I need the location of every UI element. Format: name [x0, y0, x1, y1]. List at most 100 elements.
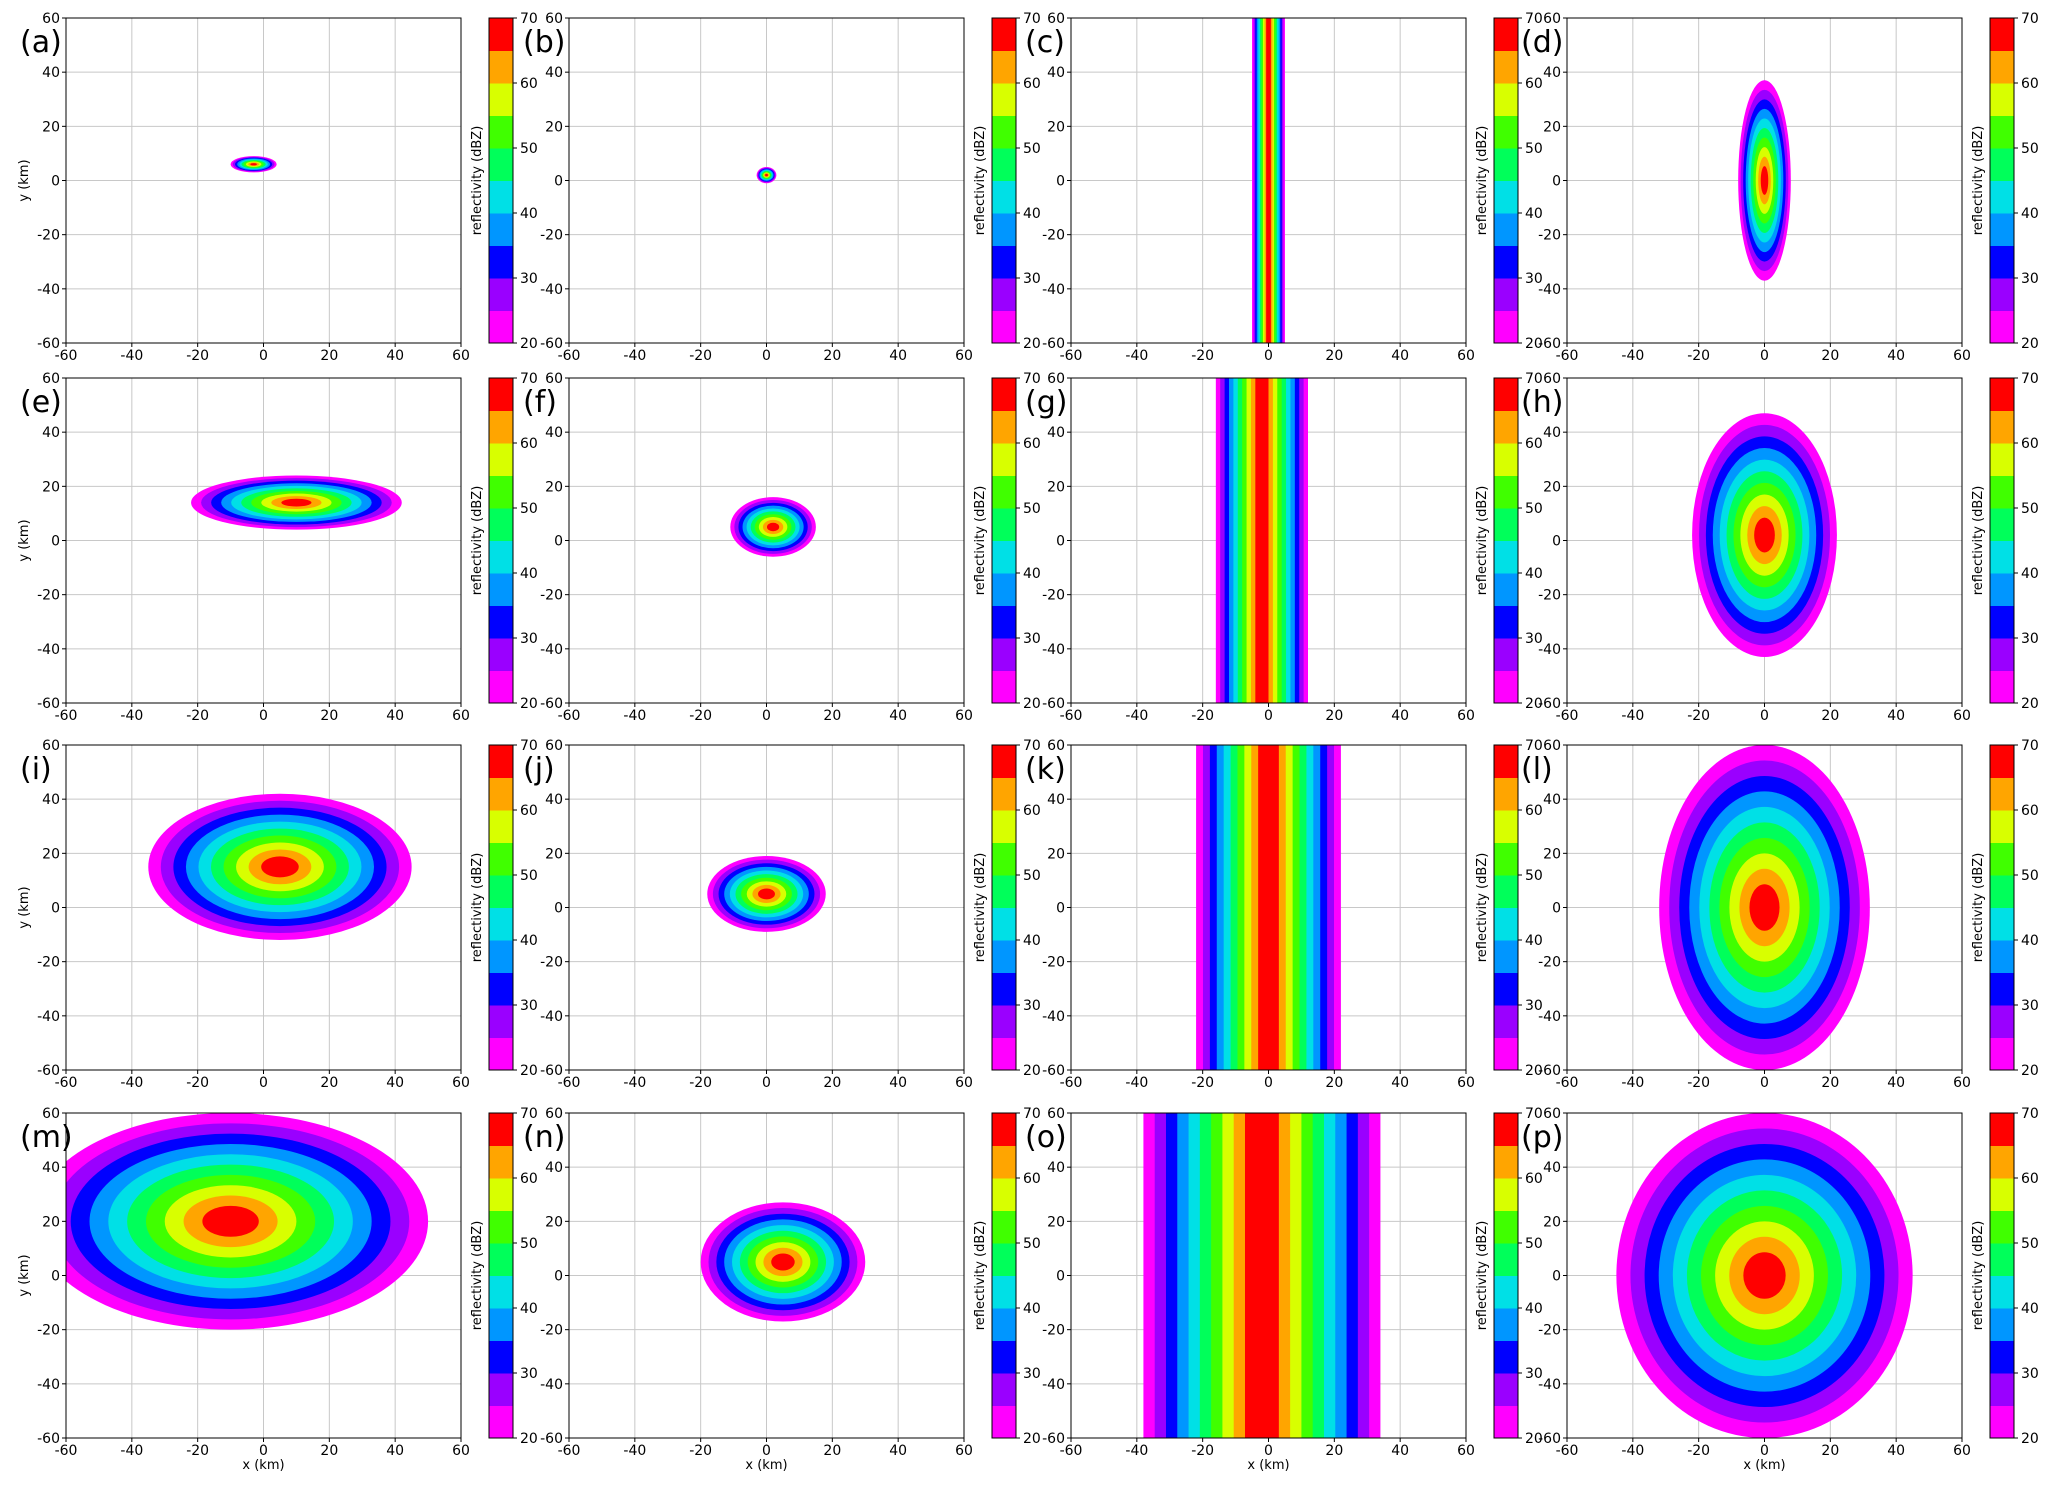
y-tick-label: 40	[42, 792, 60, 808]
reflectivity-field	[148, 793, 412, 940]
x-tick-label: 20	[1821, 348, 1839, 364]
colorbar-tick-label: 40	[1023, 566, 1041, 582]
contour-9	[1749, 884, 1780, 931]
colorbar-segment	[992, 1308, 1016, 1341]
colorbar-segment	[1494, 1243, 1518, 1276]
colorbar-segment	[1494, 1037, 1518, 1071]
panel-label: (g)	[1025, 385, 1067, 420]
colorbar-segment	[1990, 213, 2014, 246]
colorbar-segment	[1494, 605, 1518, 639]
x-tick-label: -60	[55, 708, 78, 724]
colorbar-segment	[992, 115, 1016, 149]
y-tick-label: -20	[1042, 228, 1065, 244]
y-tick-label: 40	[1047, 792, 1065, 808]
colorbar-tick-label: 70	[1525, 1106, 1543, 1122]
colorbar-segment	[992, 1145, 1016, 1179]
colorbar-segment	[489, 1210, 513, 1244]
colorbar-segment	[992, 18, 1016, 51]
x-tick-label: -40	[120, 1443, 143, 1459]
x-tick-label: 40	[1887, 348, 1905, 364]
colorbar-label: reflectivity (dBZ)	[973, 1221, 988, 1331]
colorbar-segment	[1990, 605, 2014, 639]
colorbar-tick-label: 40	[2021, 566, 2039, 582]
y-tick-label: -20	[1042, 588, 1065, 604]
y-tick-label: -40	[540, 1377, 563, 1393]
x-tick-label: -20	[1687, 348, 1710, 364]
y-tick-label: -20	[540, 1323, 563, 1339]
y-tick-label: -40	[1538, 1009, 1561, 1025]
colorbar-segment	[992, 378, 1016, 411]
colorbar-label: reflectivity (dBZ)	[973, 486, 988, 596]
contour-9	[202, 1205, 259, 1237]
y-tick-label: 40	[1543, 425, 1561, 441]
x-axis-label: x (km)	[745, 1458, 787, 1473]
colorbar-segment	[1990, 18, 2014, 51]
colorbar-frame	[991, 1112, 1017, 1439]
colorbar-segment	[489, 1178, 513, 1211]
colorbar-tick-label: 60	[1023, 436, 1041, 452]
colorbar-segment	[489, 605, 513, 639]
colorbar-segment	[1494, 278, 1518, 311]
colorbar-segment	[1990, 115, 2014, 149]
colorbar-tick-label: 20	[1525, 1431, 1543, 1447]
colorbar-tick-label: 50	[2021, 501, 2039, 517]
colorbar-segment	[1990, 1308, 2014, 1341]
colorbar-segment	[992, 475, 1016, 509]
y-tick-label: -20	[1538, 228, 1561, 244]
y-tick-label: 0	[1552, 1269, 1561, 1285]
colorbar-segment	[489, 940, 513, 973]
y-tick-label: 60	[1543, 11, 1561, 27]
colorbar-tick-label: 40	[2021, 206, 2039, 222]
colorbar-tick-label: 60	[1023, 803, 1041, 819]
colorbar-segment	[992, 670, 1016, 704]
x-tick-label: 20	[1821, 708, 1839, 724]
colorbar: 20 30 40 50 60 70 reflectivity (dBZ)	[1475, 11, 1543, 352]
colorbar-segment	[1494, 907, 1518, 941]
colorbar-segment	[489, 213, 513, 246]
colorbar-segment	[489, 278, 513, 311]
colorbar-segment	[1494, 670, 1518, 704]
colorbar-segment	[992, 1178, 1016, 1211]
x-tick-label: 40	[1887, 1075, 1905, 1091]
x-tick-label: -20	[1191, 1443, 1214, 1459]
y-tick-label: -40	[1042, 1377, 1065, 1393]
colorbar-tick-label: 20	[520, 336, 538, 352]
colorbar-tick-label: 40	[2021, 1301, 2039, 1317]
colorbar-segment	[1494, 540, 1518, 574]
y-tick-label: 0	[1552, 534, 1561, 550]
colorbar-tick-label: 40	[1525, 1301, 1543, 1317]
x-tick-label: -60	[55, 348, 78, 364]
colorbar-tick-label: 50	[2021, 1236, 2039, 1252]
x-tick-label: 60	[1953, 1075, 1971, 1091]
contour-9	[1754, 517, 1775, 553]
colorbar-segment	[1990, 573, 2014, 606]
x-tick-label: -20	[186, 348, 209, 364]
y-tick-label: -60	[1042, 696, 1065, 712]
colorbar-segment	[489, 972, 513, 1006]
colorbar-segment	[489, 573, 513, 606]
x-tick-label: -20	[689, 348, 712, 364]
y-tick-label: 20	[42, 479, 60, 495]
contour-9	[1255, 378, 1269, 703]
y-tick-label: 20	[1047, 846, 1065, 862]
panel-d: -60 -40 -20 0 20 40 60-60-40-200204060(d)20304…	[1521, 11, 2039, 364]
x-tick-label: -20	[186, 1075, 209, 1091]
colorbar-segment	[1990, 777, 2014, 811]
colorbar-segment	[1990, 443, 2014, 476]
colorbar-tick-label: 50	[520, 141, 538, 157]
colorbar-segment	[992, 972, 1016, 1006]
colorbar-tick-label: 20	[2021, 1431, 2039, 1447]
colorbar-segment	[489, 1005, 513, 1038]
colorbar-segment	[992, 50, 1016, 84]
colorbar-tick-label: 70	[1525, 371, 1543, 387]
colorbar-tick-label: 20	[1525, 336, 1543, 352]
colorbar-frame	[991, 17, 1017, 344]
colorbar-segment	[1494, 50, 1518, 84]
colorbar-frame	[1493, 744, 1519, 1071]
colorbar-segment	[1494, 1145, 1518, 1179]
colorbar-tick-label: 40	[520, 566, 538, 582]
x-tick-label: 60	[452, 1443, 470, 1459]
y-tick-label: -20	[37, 955, 60, 971]
colorbar-label: reflectivity (dBZ)	[1971, 1221, 1986, 1331]
